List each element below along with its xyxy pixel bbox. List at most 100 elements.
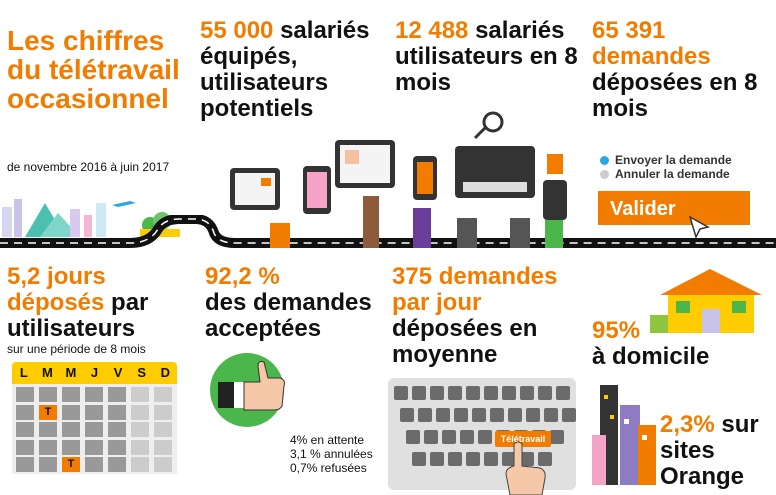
stat-number: 2,3% [660,411,715,438]
stat-utilisateurs: 12 488 salariés utilisateurs en 8 mois [395,18,580,96]
keyboard-key [556,386,570,400]
keyboard-key [520,386,534,400]
stat-text: salariés utilisateurs en 8 mois [395,17,578,96]
calendar-header: L M M J V S D [12,362,177,384]
calendar-cell [16,387,34,402]
calendar-cell [39,387,57,402]
keyboard-key [508,408,522,422]
stat-domicile: 95% à domicile [592,318,742,370]
keyboard-key [436,408,450,422]
stat-demandes-deposees: 65 391 demandes déposées en 8 mois [592,18,772,122]
keyboard-key [544,408,558,422]
keyboard-key [484,386,498,400]
status-refusees: 0,7% refusées [290,461,367,475]
calendar-cell [16,457,34,472]
stat-text: à domicile [592,343,710,370]
valider-button[interactable]: Valider [598,191,750,225]
keyboard-key [472,408,486,422]
keyboard-key [448,386,462,400]
calendar-cell [16,422,34,437]
keyboard-key [520,452,534,466]
calendar-cell [131,387,149,402]
calendar-day: L [19,365,28,380]
stat-jours-deposes: 5,2 jours déposés par utilisateurs sur u… [7,263,207,357]
hand-pointer-icon [505,441,546,495]
calendar-day: D [160,365,170,380]
keyboard-key [502,386,516,400]
calendar-cell [131,439,149,455]
cursor-icon [688,215,711,239]
status-en-attente: 4% en attente [290,433,365,447]
radio-send-label: Envoyer la demande [615,153,732,167]
radio-cancel[interactable]: Annuler la demande [600,167,732,181]
keyboard-key [550,430,564,444]
office-buildings-icon [592,385,656,485]
calendar-cell [62,439,80,455]
stat-number: 92,2 % [205,263,280,290]
stat-highlight: déposés [7,289,105,316]
keyboard-key [460,430,474,444]
request-form: Envoyer la demande Annuler la demande [600,153,732,181]
calendar-cell [108,439,126,455]
keyboard-key [538,386,552,400]
calendar-cell [154,387,172,402]
stat-number: 5,2 jours [7,263,106,290]
calendar-cell [85,387,103,402]
keyboard-key [490,408,504,422]
keyboard-key [538,452,552,466]
keyboard-key [502,452,516,466]
stat-text: salariés équipés, utilisateurs potentiel… [200,17,370,122]
stat-number: 12 488 [395,17,469,44]
keyboard-key [448,452,462,466]
calendar-cell [131,422,149,437]
calendar-cell [131,457,149,472]
stat-number: 55 000 [200,17,274,44]
calendar-day: V [113,365,123,380]
stat-number: 65 391 [592,17,666,44]
keyboard-key [412,452,426,466]
stat-text: déposées en 8 mois [592,69,758,122]
keyboard-key [406,430,420,444]
radio-selected-icon [600,155,609,165]
keyboard-key [478,430,492,444]
calendar-cell [154,439,172,455]
house-icon [650,269,762,333]
stat-text: par [104,289,149,316]
keyboard-key [442,430,456,444]
stat-sites-orange: 2,3% sur sites Orange [660,412,775,490]
radio-unselected-icon [600,169,609,179]
calendar-cell [85,404,103,420]
calendar-cell [39,439,57,455]
calendar-cell: T [39,404,57,420]
radio-cancel-label: Annuler la demande [615,167,730,181]
stat-text: sur [714,411,759,438]
stat-text: Orange [660,463,745,490]
keyboard-key [466,452,480,466]
calendar-cell [108,457,126,472]
keyboard-key [562,408,576,422]
calendar-cell [131,404,149,420]
calendar-cell [16,404,34,420]
status-annulees: 3,1 % annulées [290,447,373,461]
keyboard-key [430,386,444,400]
keyboard-key [484,452,498,466]
calendar-day: J [90,365,99,380]
keyboard-key [400,408,414,422]
road-icon [0,215,776,248]
stat-text: déposées en moyenne [392,315,538,368]
calendar-cell [108,422,126,437]
keyboard-key [412,386,426,400]
page-subtitle: de novembre 2016 à juin 2017 [7,160,170,174]
stat-text: des demandes acceptées [205,289,372,342]
teletravail-key: Télétravail [495,431,551,447]
calendar-cell [154,404,172,420]
calendar-cell [16,439,34,455]
calendar-cell [39,457,57,472]
calendar-cell [39,422,57,437]
radio-send[interactable]: Envoyer la demande [600,153,732,167]
stat-text: utilisateurs [7,315,136,342]
keyboard-key [454,408,468,422]
